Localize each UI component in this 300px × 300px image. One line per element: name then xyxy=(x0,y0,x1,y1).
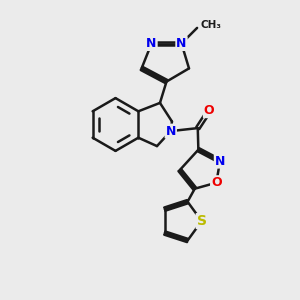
Text: N: N xyxy=(146,37,157,50)
Text: N: N xyxy=(215,154,225,168)
Text: N: N xyxy=(166,124,176,138)
Text: N: N xyxy=(176,37,187,50)
Text: CH₃: CH₃ xyxy=(201,20,222,31)
Text: O: O xyxy=(211,176,222,189)
Text: O: O xyxy=(204,104,214,117)
Text: S: S xyxy=(197,214,207,228)
